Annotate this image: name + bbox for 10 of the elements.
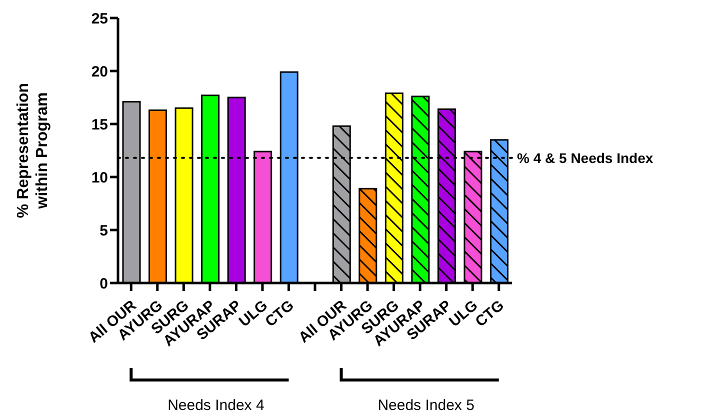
- text: Needs Index 5: [378, 397, 474, 414]
- text: Needs Index 4: [168, 397, 264, 414]
- y-tick-label: 0: [100, 275, 108, 292]
- y-tick-label: 10: [91, 169, 108, 186]
- y-tick-label: 15: [91, 116, 108, 134]
- y-tick-label: 5: [100, 222, 108, 240]
- y-tick-label: 25: [91, 10, 108, 28]
- y-tick-label: 20: [91, 63, 108, 80]
- y-axis-title: % Representation within Program: [15, 82, 51, 218]
- ref-line-label: % 4 & 5 Needs Index: [517, 150, 654, 166]
